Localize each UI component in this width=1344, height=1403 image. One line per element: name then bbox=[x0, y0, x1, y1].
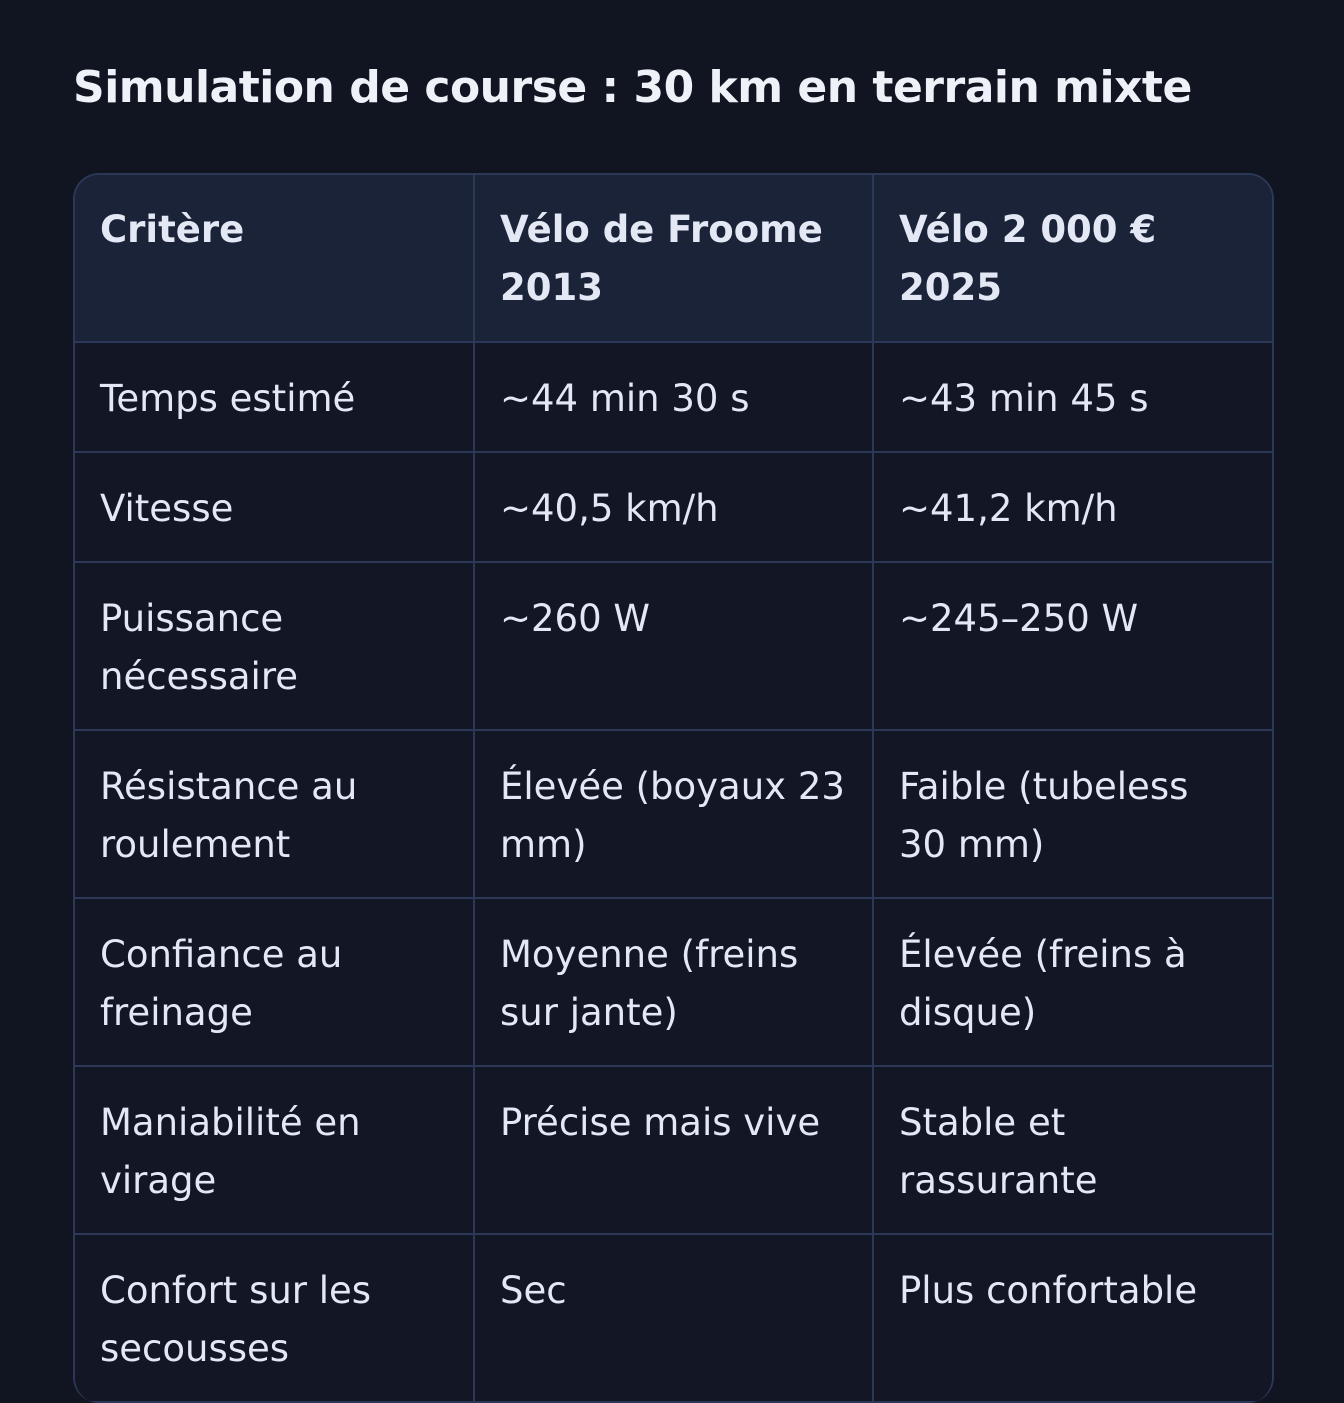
table-row: Puissance nécessaire ~260 W ~245–250 W bbox=[75, 561, 1272, 731]
table-cell: Maniabilité en virage bbox=[75, 1065, 475, 1235]
comparison-table: Critère Vélo de Froome 2013 Vélo 2 000 €… bbox=[73, 173, 1274, 1403]
table-cell: Moyenne (freins sur jante) bbox=[473, 897, 874, 1067]
column-header: Critère bbox=[75, 175, 475, 343]
table-cell: Résistance au roulement bbox=[75, 729, 475, 899]
table-cell: Confiance au freinage bbox=[75, 897, 475, 1067]
table-cell: ~260 W bbox=[473, 561, 874, 731]
table-cell: Stable et rassurante bbox=[872, 1065, 1272, 1235]
table-cell: Élevée (boyaux 23 mm) bbox=[473, 729, 874, 899]
table-cell: Confort sur les secousses bbox=[75, 1233, 475, 1403]
table-cell: Précise mais vive bbox=[473, 1065, 874, 1235]
table-cell: ~245–250 W bbox=[872, 561, 1272, 731]
table-cell: Vitesse bbox=[75, 451, 475, 563]
table-cell: Faible (tubeless 30 mm) bbox=[872, 729, 1272, 899]
table-row: Maniabilité en virage Précise mais vive St… bbox=[75, 1065, 1272, 1235]
table-cell: ~40,5 km/h bbox=[473, 451, 874, 563]
page-title: Simulation de course : 30 km en terrain … bbox=[73, 62, 1192, 113]
table-cell: Temps estimé bbox=[75, 341, 475, 453]
table-cell: ~41,2 km/h bbox=[872, 451, 1272, 563]
table-row: Résistance au roulement Élevée (boyaux 23… bbox=[75, 729, 1272, 899]
table-row: Confiance au freinage Moyenne (freins sur… bbox=[75, 897, 1272, 1067]
table-row: Vitesse ~40,5 km/h ~41,2 km/h bbox=[75, 451, 1272, 563]
column-header: Vélo 2 000 € 2025 bbox=[872, 175, 1272, 343]
table-cell: Plus confortable bbox=[872, 1233, 1272, 1403]
table-cell: Sec bbox=[473, 1233, 874, 1403]
table-cell: ~44 min 30 s bbox=[473, 341, 874, 453]
column-header: Vélo de Froome 2013 bbox=[473, 175, 874, 343]
table-row: Confort sur les secousses Sec Plus confort… bbox=[75, 1233, 1272, 1403]
table-header-row: Critère Vélo de Froome 2013 Vélo 2 000 €… bbox=[75, 175, 1272, 343]
table-row: Temps estimé ~44 min 30 s ~43 min 45 s bbox=[75, 341, 1272, 453]
table-cell: Puissance nécessaire bbox=[75, 561, 475, 731]
table-cell: ~43 min 45 s bbox=[872, 341, 1272, 453]
table-cell: Élevée (freins à disque) bbox=[872, 897, 1272, 1067]
